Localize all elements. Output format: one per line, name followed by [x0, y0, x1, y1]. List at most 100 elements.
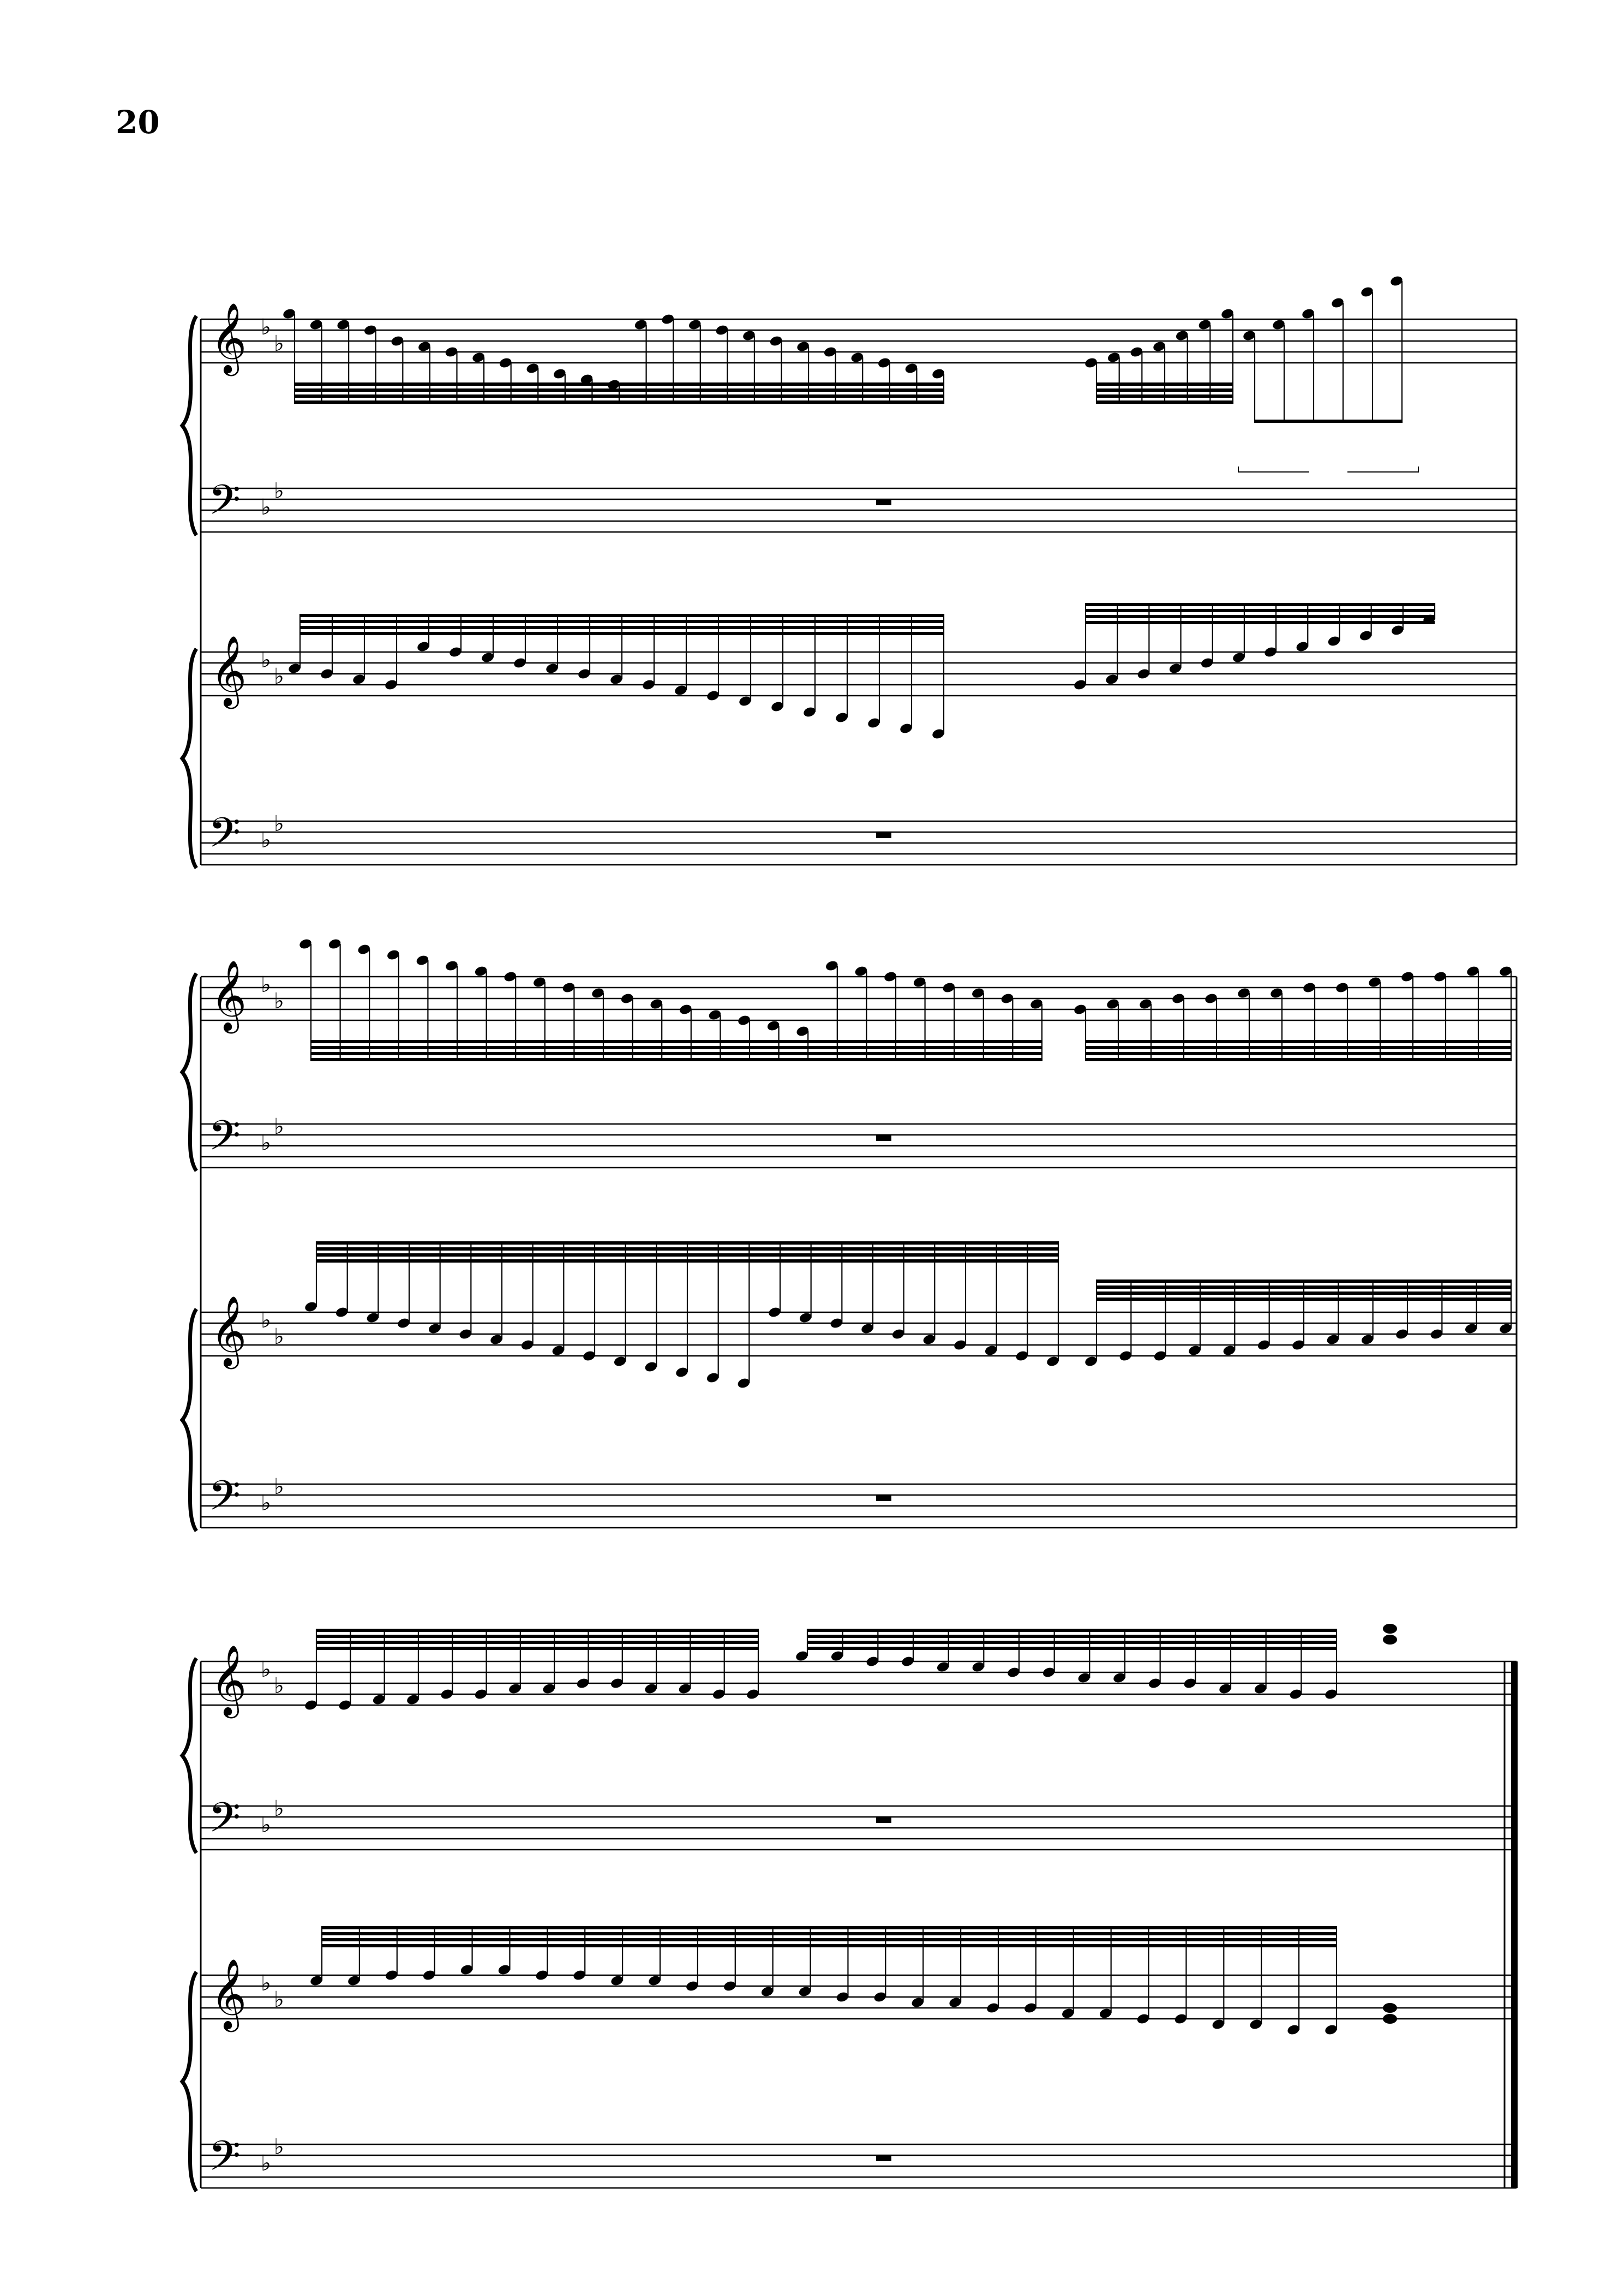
note-head: [1257, 1340, 1270, 1350]
note-head: [686, 1981, 698, 1991]
note-head: [689, 320, 701, 330]
beam: [311, 1046, 1042, 1049]
note-head: [643, 680, 655, 690]
note-head: [498, 1965, 511, 1975]
note-head: [712, 1689, 725, 1699]
key-flat: ♭: [261, 1971, 271, 1996]
note-head: [1130, 347, 1143, 357]
whole-rest: [876, 1817, 891, 1823]
note-head: [446, 961, 458, 971]
key-flat: ♭: [274, 1114, 284, 1139]
beam: [1086, 615, 1435, 618]
note-head: [738, 1378, 750, 1388]
note-head: [743, 331, 755, 340]
note-head: [645, 1684, 657, 1694]
note-head: [724, 1981, 736, 1991]
note-head: [1233, 653, 1245, 662]
note-head: [949, 1998, 961, 2007]
note-head: [1184, 1678, 1196, 1688]
note-head: [680, 1004, 692, 1014]
note-head: [428, 1324, 441, 1334]
beam: [1096, 400, 1233, 404]
note-head: [1500, 1324, 1512, 1334]
beam: [316, 1635, 758, 1638]
key-flat: ♭: [261, 2151, 271, 2176]
note-head: [459, 1329, 472, 1339]
note-head: [943, 983, 955, 992]
note-head: [310, 1976, 322, 1986]
note-head: [460, 1965, 473, 1975]
beam: [311, 1058, 1042, 1061]
note-head: [824, 347, 836, 357]
beam: [1096, 1279, 1511, 1283]
note-head: [592, 988, 604, 998]
beam: [1086, 603, 1435, 606]
note-head: [562, 983, 575, 992]
note-head: [851, 352, 863, 362]
note-head: [1169, 663, 1182, 673]
key-flat: ♭: [261, 495, 271, 520]
note-head: [1250, 2019, 1262, 2029]
note-head: [987, 2003, 999, 2013]
note-head: [985, 1346, 997, 1355]
note-head: [1085, 358, 1097, 368]
note-head: [645, 1362, 657, 1372]
note-head: [339, 1700, 351, 1710]
note-head: [1201, 658, 1213, 668]
brace: [179, 314, 199, 537]
system-1: 𝄞 ♭♭𝄢 ♭♭𝄞 ♭♭𝄢 ♭♭: [179, 276, 1518, 870]
note-head: [348, 1976, 360, 1986]
note-head: [954, 1340, 966, 1350]
note-head: [450, 647, 462, 657]
beam: [322, 1926, 1337, 1929]
note-head: [1396, 1329, 1408, 1339]
beam: [322, 1932, 1337, 1935]
note-head: [1176, 331, 1188, 340]
note-head: [1296, 642, 1308, 651]
beam: [316, 1259, 1058, 1263]
note-head: [1290, 1689, 1302, 1699]
note-head: [1205, 994, 1217, 1003]
whole-rest: [876, 1495, 891, 1501]
note-head: [1328, 636, 1340, 646]
bass-clef: 𝄢: [208, 2132, 241, 2190]
note-head: [900, 724, 912, 733]
note-head: [610, 674, 622, 684]
note-head: [649, 1976, 661, 1986]
note-head: [878, 358, 890, 368]
note-head: [804, 707, 816, 717]
note-head: [716, 325, 728, 335]
note-head: [475, 966, 487, 976]
key-flat: ♭: [261, 1657, 271, 1682]
note-head: [1243, 331, 1255, 340]
note-head: [855, 966, 867, 976]
note-head: [417, 642, 429, 651]
note-head: [799, 1313, 812, 1323]
beam: [1255, 420, 1402, 423]
brace: [179, 647, 199, 870]
note-head: [1189, 1346, 1201, 1355]
note-head: [866, 1657, 879, 1666]
beam: [300, 620, 944, 623]
note-head: [490, 1335, 502, 1344]
note-head: [504, 972, 516, 982]
system-3: 𝄞 ♭♭𝄢 ♭♭𝄞 ♭♭𝄢 ♭♭: [179, 1624, 1518, 2193]
note-head: [1119, 1351, 1132, 1361]
key-flat: ♭: [261, 828, 271, 853]
beam: [807, 1629, 1337, 1632]
note-head: [826, 961, 838, 971]
note-head: [799, 1987, 811, 1996]
note-head: [831, 1651, 843, 1661]
note-head: [747, 1689, 759, 1699]
note-head: [534, 977, 546, 987]
treble-clef: 𝄞: [211, 302, 247, 376]
note-head: [1008, 1667, 1020, 1677]
note-head: [1325, 2025, 1337, 2035]
note-head: [830, 1318, 843, 1328]
note-head: [1327, 1335, 1339, 1344]
note-head: [552, 1346, 565, 1355]
note-head: [836, 713, 848, 722]
note-head: [1047, 1356, 1059, 1366]
note-head: [577, 1678, 589, 1688]
